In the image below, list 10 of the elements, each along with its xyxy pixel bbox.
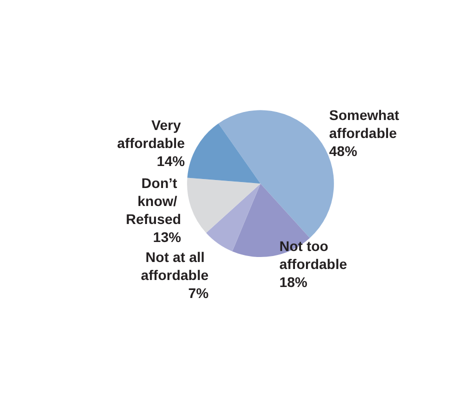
slice-label: Not too affordable (279, 238, 348, 272)
data-label: 48% (329, 142, 358, 159)
data-label: 18% (279, 274, 308, 290)
slice-label: Very affordable (117, 117, 186, 152)
slice-label: Don’t know/ Refused (126, 174, 182, 227)
slice-label: Not at all affordable (140, 248, 209, 283)
data-label: 13% (153, 228, 182, 245)
data-label: 7% (188, 284, 210, 301)
slice-label: Somewhat affordable (329, 106, 404, 141)
data-label: 14% (156, 153, 186, 170)
